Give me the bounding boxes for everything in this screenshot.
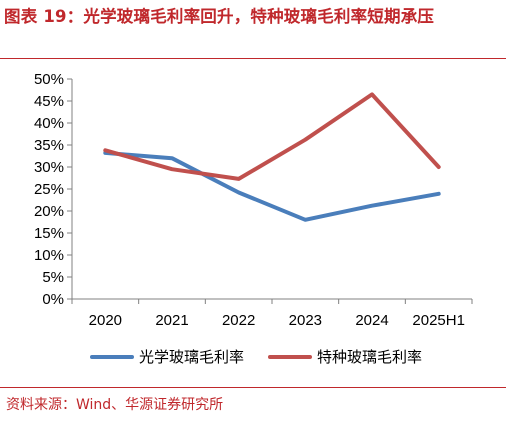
x-tick-label: 2020 <box>89 312 122 329</box>
title-divider <box>0 58 506 59</box>
chart-axes <box>71 79 472 300</box>
x-tick-label: 2025H1 <box>412 312 465 329</box>
series-lines <box>103 92 441 222</box>
source-note: 资料来源：Wind、华源证券研究所 <box>6 397 224 413</box>
y-tick-label: 35% <box>34 137 64 154</box>
x-tick-label: 2024 <box>355 312 388 329</box>
chart-area: 0% 5% 10% 15% 20% 25% 30% 35% 40% 45% 50% 2020 2021… <box>0 60 506 380</box>
chart-legend: 光学玻璃毛利率 特种玻璃毛利率 <box>90 348 422 366</box>
x-axis-ticks: 2020 2021 2022 2023 2024 2025H1 <box>71 299 473 329</box>
legend-label-2: 特种玻璃毛利率 <box>317 348 422 366</box>
y-tick-label: 5% <box>42 269 64 286</box>
y-tick-label: 20% <box>34 203 64 220</box>
legend-label-1: 光学玻璃毛利率 <box>139 348 244 366</box>
source-divider <box>0 387 506 388</box>
y-tick-label: 0% <box>42 291 64 308</box>
y-tick-label: 15% <box>34 225 64 242</box>
x-tick-label: 2023 <box>289 312 322 329</box>
series-line-2 <box>103 92 441 181</box>
x-tick-label: 2021 <box>155 312 188 329</box>
line-chart: 0% 5% 10% 15% 20% 25% 30% 35% 40% 45% 50% 2020 2021… <box>34 71 473 366</box>
series-line-1 <box>103 150 441 222</box>
y-tick-label: 25% <box>34 181 64 198</box>
figure-title: 图表 19：光学玻璃毛利率回升，特种玻璃毛利率短期承压 <box>4 7 435 26</box>
y-tick-label: 50% <box>34 71 64 88</box>
y-axis-ticks: 0% 5% 10% 15% 20% 25% 30% 35% 40% 45% 50% <box>34 71 72 308</box>
y-tick-label: 10% <box>34 247 64 264</box>
y-tick-label: 30% <box>34 159 64 176</box>
x-tick-label: 2022 <box>222 312 255 329</box>
y-tick-label: 45% <box>34 93 64 110</box>
y-tick-label: 40% <box>34 115 64 132</box>
